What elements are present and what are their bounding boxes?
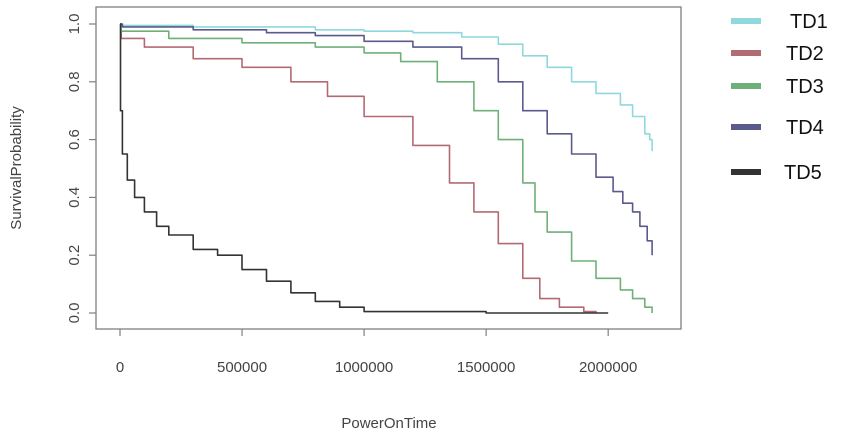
x-tick-label: 0 <box>116 359 124 376</box>
legend-swatch-td5 <box>731 169 761 175</box>
y-tick-label: 0.6 <box>66 129 83 150</box>
x-tick-label: 2000000 <box>579 359 637 376</box>
plot-frame <box>95 6 682 330</box>
x-tick-label: 1000000 <box>335 359 393 376</box>
legend-label-td4: TD4 <box>786 117 824 139</box>
y-axis: 0.0 0.2 0.4 0.6 0.8 1.0 <box>66 14 96 324</box>
y-tick-label: 0.8 <box>66 71 83 92</box>
y-tick-label: 0.4 <box>66 187 83 208</box>
legend-swatch-td1 <box>731 18 761 24</box>
series-line-td3 <box>120 23 653 313</box>
series-line-td2 <box>120 23 597 313</box>
series-line-td1 <box>120 23 653 152</box>
legend-label-td2: TD2 <box>786 43 824 65</box>
legend-swatch-td2 <box>731 50 761 56</box>
legend-label-td5: TD5 <box>784 162 822 184</box>
legend-label-td1: TD1 <box>790 11 828 33</box>
y-tick-label: 1.0 <box>66 14 83 35</box>
y-tick-label: 0.0 <box>66 303 83 324</box>
x-axis-title: PowerOnTime <box>341 415 436 432</box>
series-lines <box>119 23 653 314</box>
legend-swatch-td3 <box>731 83 761 89</box>
series-line-td5 <box>119 23 609 314</box>
x-axis: 0 500000 1000000 1500000 2000000 <box>116 329 637 376</box>
x-tick-label: 1500000 <box>457 359 515 376</box>
legend: TD1 TD2 TD3 TD4 TD5 <box>731 11 828 184</box>
legend-swatch-td4 <box>731 124 761 130</box>
legend-label-td3: TD3 <box>786 76 824 98</box>
x-tick-label: 500000 <box>217 359 267 376</box>
y-tick-label: 0.2 <box>66 245 83 266</box>
series-line-td4 <box>120 23 653 256</box>
y-axis-title: SurvivalProbability <box>8 106 25 230</box>
